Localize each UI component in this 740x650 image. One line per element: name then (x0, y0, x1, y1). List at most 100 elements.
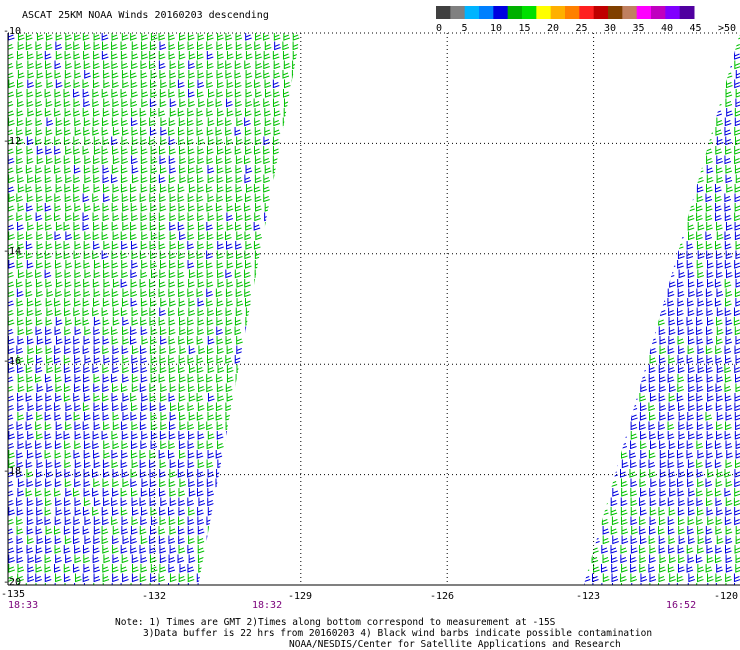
wind-barb (254, 127, 262, 136)
wind-barb (235, 431, 243, 440)
wind-barb (697, 174, 704, 184)
wind-barb (573, 327, 579, 335)
wind-barb (283, 488, 291, 497)
wind-barb (55, 383, 63, 393)
wind-barb (648, 450, 656, 459)
wind-barb (196, 288, 204, 298)
wind-barb (64, 450, 72, 459)
wind-barb (696, 402, 704, 412)
wind-barb (630, 269, 638, 279)
wind-barb (35, 450, 43, 459)
wind-barb (658, 421, 666, 431)
wind-barb (735, 279, 740, 288)
wind-barb (264, 108, 271, 117)
wind-barb (677, 488, 685, 497)
wind-barb (303, 89, 309, 97)
wind-barb (245, 222, 252, 231)
wind-barb (196, 127, 204, 136)
wind-barb (725, 497, 733, 507)
wind-barb (705, 535, 713, 545)
wind-barb (8, 193, 16, 203)
wind-barb (188, 51, 196, 60)
wind-barb (696, 440, 704, 450)
wind-barb (292, 146, 299, 155)
wind-barb (677, 374, 685, 383)
wind-barb (611, 212, 619, 222)
wind-barb (688, 573, 695, 583)
wind-barb (686, 421, 694, 431)
wind-barb (292, 60, 299, 70)
wind-barb (282, 573, 290, 583)
wind-barb (640, 184, 647, 193)
wind-barb (630, 98, 638, 108)
wind-barb (244, 450, 252, 459)
wind-barb (188, 155, 195, 165)
wind-barb (54, 146, 61, 155)
wind-barb (112, 573, 119, 583)
wind-barb (101, 89, 109, 98)
wind-barb (255, 355, 262, 364)
wind-barb (575, 289, 581, 297)
wind-barb (187, 260, 195, 269)
wind-barb (696, 193, 704, 203)
wind-barb (253, 184, 261, 193)
wind-barb (687, 345, 695, 355)
wind-barb (255, 70, 262, 79)
wind-barb (658, 269, 666, 279)
colorbar-label: 35 (633, 23, 645, 34)
wind-barb (621, 564, 628, 573)
wind-barb (640, 136, 647, 146)
wind-barb (27, 174, 34, 184)
wind-barb (216, 326, 223, 336)
wind-barb (169, 165, 176, 174)
wind-barb (112, 193, 119, 203)
wind-barb (696, 203, 703, 212)
wind-barb (583, 70, 590, 79)
wind-barb (44, 203, 52, 212)
wind-barb (131, 108, 138, 117)
wind-barb (583, 98, 590, 108)
wind-barb (54, 307, 62, 317)
wind-barb (677, 79, 685, 89)
wind-barb (601, 516, 609, 526)
wind-barb (677, 317, 684, 326)
wind-barb (131, 165, 139, 174)
wind-barb (254, 564, 262, 573)
wind-barb (111, 250, 119, 260)
wind-barb (140, 165, 148, 174)
wind-barb (282, 250, 289, 260)
wind-barb (725, 554, 733, 564)
wind-barb (54, 355, 61, 364)
wind-barb (725, 298, 732, 307)
wind-barb (111, 564, 119, 573)
wind-barb (245, 412, 253, 421)
wind-barb (63, 355, 71, 364)
wind-barb (696, 317, 703, 326)
wind-barb (64, 469, 72, 478)
wind-barb (17, 402, 24, 412)
wind-barb (92, 431, 100, 440)
wind-barb (65, 203, 72, 212)
wind-barb (131, 421, 139, 431)
xlabel-m132: -132 (142, 591, 167, 602)
wind-barb (302, 431, 308, 439)
wind-barb (122, 127, 129, 136)
wind-barb (292, 41, 300, 51)
wind-barb (196, 393, 204, 402)
wind-barb (583, 89, 590, 98)
wind-barb (707, 117, 714, 127)
wind-barb (65, 402, 73, 412)
wind-barb (592, 583, 600, 585)
wind-barb (187, 212, 195, 222)
wind-barb (629, 231, 637, 241)
wind-barb (150, 165, 158, 174)
wind-barb (54, 70, 62, 79)
wind-barb (120, 41, 128, 51)
wind-barb (177, 222, 185, 231)
wind-barb (64, 478, 72, 488)
xlabel-m135: -135 (1, 589, 26, 600)
wind-barb (197, 526, 205, 535)
wind-barb (45, 497, 52, 507)
wind-barb (169, 298, 176, 307)
wind-barb (188, 203, 195, 212)
